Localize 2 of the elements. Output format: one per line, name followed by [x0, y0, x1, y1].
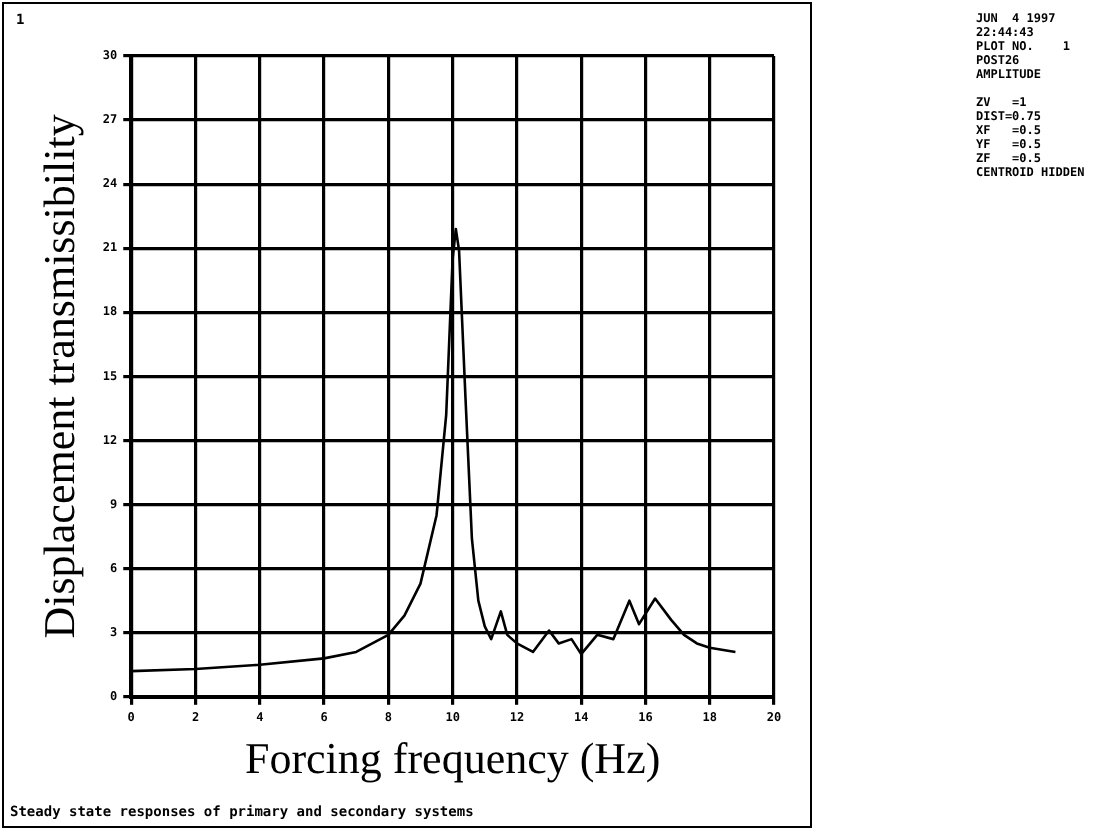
x-axis-title: Forcing frequency (Hz): [244, 733, 661, 784]
y-axis-title: Displacement transmissibility: [33, 114, 84, 639]
